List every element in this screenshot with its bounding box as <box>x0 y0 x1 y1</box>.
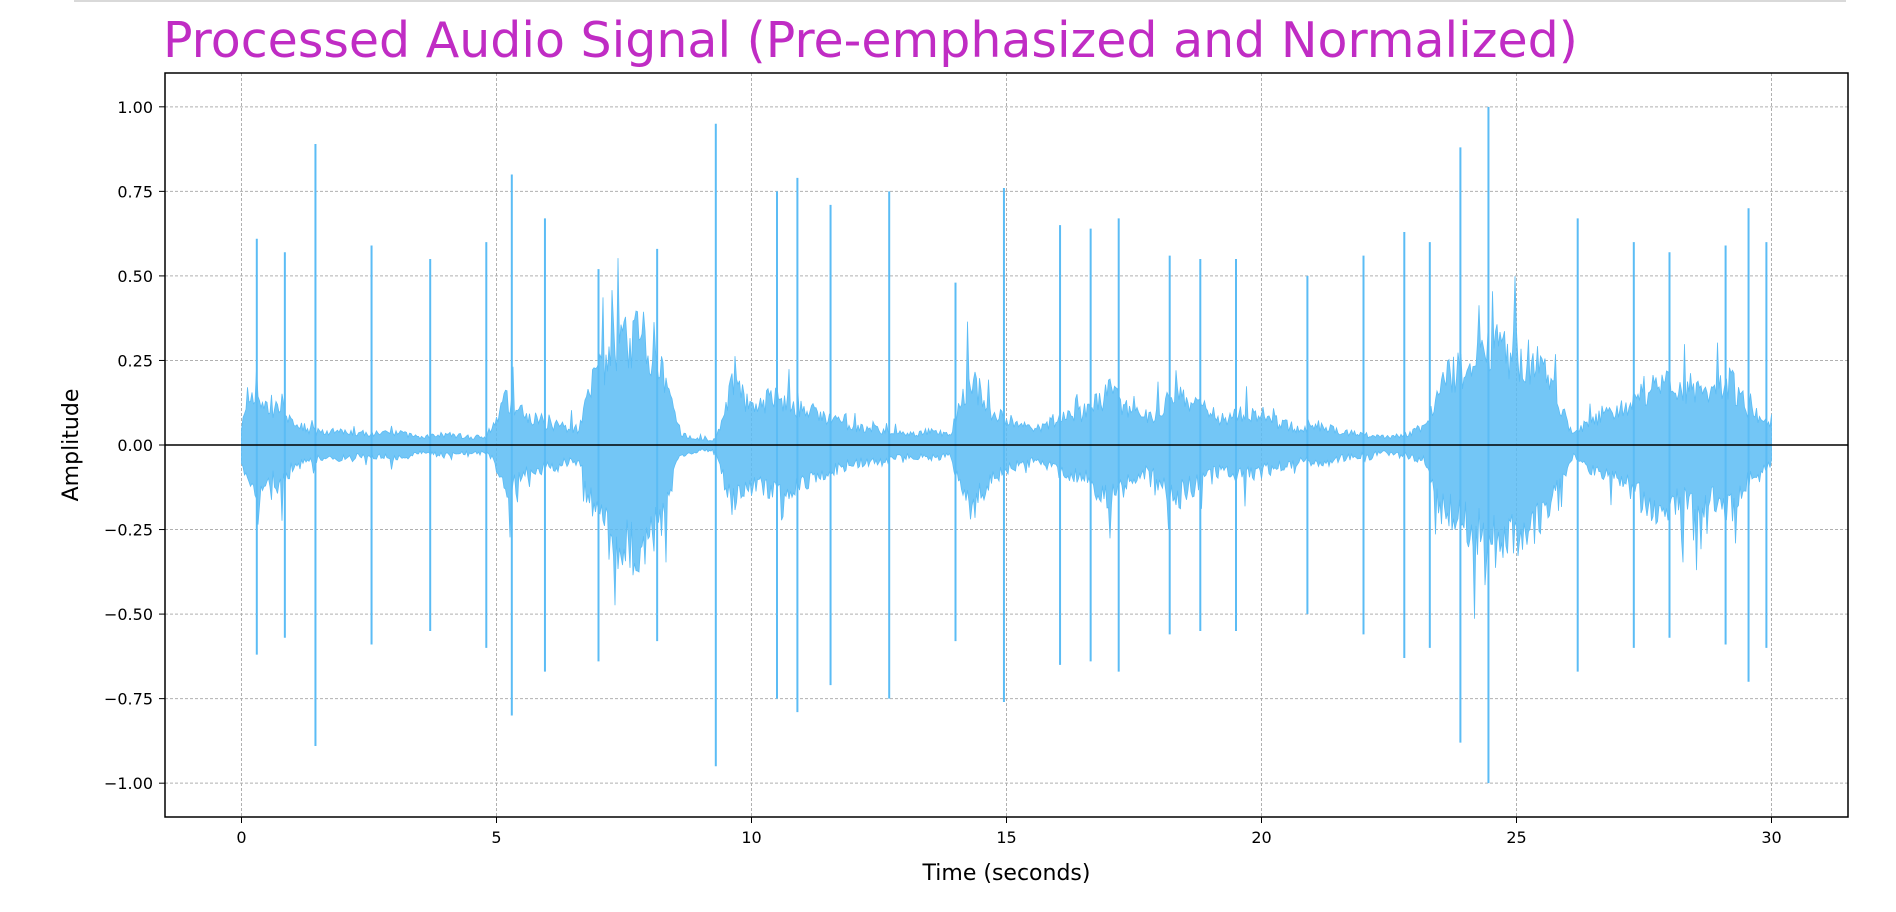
waveform-body <box>241 258 1772 619</box>
y-tick-label: −1.00 <box>104 774 153 793</box>
y-tick-label: 0.50 <box>117 267 153 286</box>
y-tick-label: −0.75 <box>104 690 153 709</box>
x-tick-label: 30 <box>1761 828 1781 847</box>
x-tick-label: 10 <box>741 828 761 847</box>
y-axis-label: Amplitude <box>59 389 84 502</box>
y-tick-label: 0.75 <box>117 182 153 201</box>
chart-title: Processed Audio Signal (Pre-emphasized a… <box>163 12 1578 69</box>
ticks: 0 5 10 15 20 25 30 1.00 0.75 0.50 0.25 0.00 −0.25 −0.… <box>104 98 1782 847</box>
y-tick-label: 0.00 <box>117 436 153 455</box>
y-tick-label: 0.25 <box>117 351 153 370</box>
y-tick-label: 1.00 <box>117 98 153 117</box>
x-tick-label: 15 <box>996 828 1016 847</box>
x-tick-label: 0 <box>236 828 246 847</box>
x-tick-label: 20 <box>1251 828 1271 847</box>
top-divider <box>74 0 1846 2</box>
x-axis-label: Time (seconds) <box>922 861 1091 886</box>
x-tick-label: 5 <box>491 828 501 847</box>
x-tick-label: 25 <box>1506 828 1526 847</box>
y-tick-label: −0.25 <box>104 521 153 540</box>
y-tick-label: −0.50 <box>104 605 153 624</box>
